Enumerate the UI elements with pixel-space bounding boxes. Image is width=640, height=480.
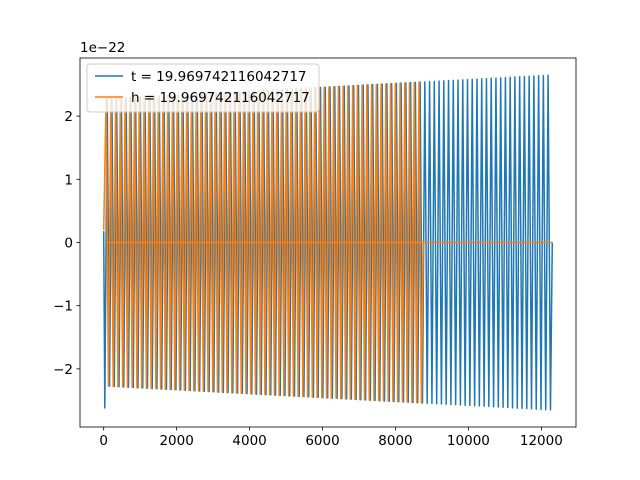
legend-label: t = 19.969742116042717 — [131, 69, 307, 85]
series-line-h — [102, 81, 553, 404]
x-tick-label: 8000 — [378, 433, 412, 449]
x-tick-label: 6000 — [305, 433, 339, 449]
y-axis: −2 −1 0 1 2 — [53, 109, 80, 378]
x-tick-label: 10000 — [447, 433, 490, 449]
legend[interactable]: t = 19.969742116042717 h = 19.96974211604… — [86, 63, 320, 113]
legend-label: h = 19.969742116042717 — [131, 90, 310, 106]
y-tick-label: −1 — [53, 299, 73, 315]
legend-box — [86, 63, 320, 113]
y-tick-label: 1 — [64, 172, 73, 188]
series-layer — [102, 74, 554, 411]
x-tick-label: 12000 — [520, 433, 563, 449]
y-tick-label: 0 — [64, 236, 73, 252]
x-tick-label: 4000 — [232, 433, 266, 449]
y-tick-label: 2 — [64, 109, 73, 125]
x-axis: 0 2000 4000 6000 8000 10000 12000 — [99, 427, 563, 449]
y-tick-label: −2 — [53, 362, 73, 378]
y-offset-label: 1e−22 — [80, 40, 125, 56]
x-tick-label: 2000 — [159, 433, 193, 449]
x-tick-label: 0 — [99, 433, 108, 449]
